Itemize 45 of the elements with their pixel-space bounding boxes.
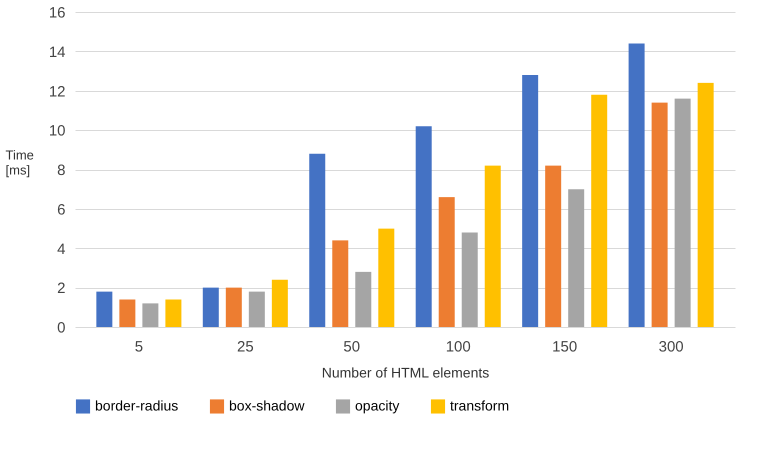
x-tick-label: 300	[658, 338, 684, 356]
bar	[248, 292, 265, 327]
x-tick-label: 150	[552, 338, 578, 356]
bar	[202, 288, 219, 327]
bar	[332, 240, 348, 327]
y-tick-label: 4	[57, 240, 66, 258]
bar	[438, 197, 455, 327]
bar	[165, 299, 182, 327]
legend-label: opacity	[355, 397, 400, 414]
bar	[484, 166, 501, 327]
bar	[462, 232, 478, 327]
y-tick-label: 0	[57, 320, 66, 336]
bar	[309, 154, 326, 327]
x-tick-label: 5	[134, 338, 144, 356]
x-axis-title: Number of HTML elements	[322, 364, 490, 380]
bar	[142, 303, 158, 327]
y-axis-title: Time [ms]	[6, 148, 34, 178]
y-tick-label: 2	[57, 280, 66, 298]
bar	[545, 166, 562, 327]
bar	[652, 102, 668, 327]
bar	[674, 98, 691, 327]
x-tick-label: 25	[236, 338, 254, 356]
y-tick-label: 16	[48, 4, 66, 22]
bar	[226, 288, 242, 327]
y-tick-label: 12	[48, 83, 66, 100]
x-tick-label: 100	[446, 338, 471, 356]
bar	[272, 280, 288, 327]
legend-label: border-radius	[95, 397, 178, 414]
bar	[378, 228, 394, 327]
y-tick-label: 6	[57, 201, 66, 218]
bar	[96, 292, 112, 327]
bar	[416, 126, 432, 327]
y-tick-label: 14	[48, 44, 66, 61]
bar	[628, 44, 645, 327]
legend-label: box-shadow	[229, 397, 306, 414]
legend-label: transform	[450, 397, 510, 414]
x-tick-label: 50	[343, 338, 360, 356]
bar	[355, 272, 372, 327]
bar	[568, 189, 584, 327]
bar	[698, 82, 714, 327]
y-tick-label: 10	[48, 122, 66, 140]
bar	[591, 94, 608, 327]
bar	[119, 299, 136, 327]
bar	[522, 75, 538, 327]
y-tick-label: 8	[57, 162, 66, 179]
